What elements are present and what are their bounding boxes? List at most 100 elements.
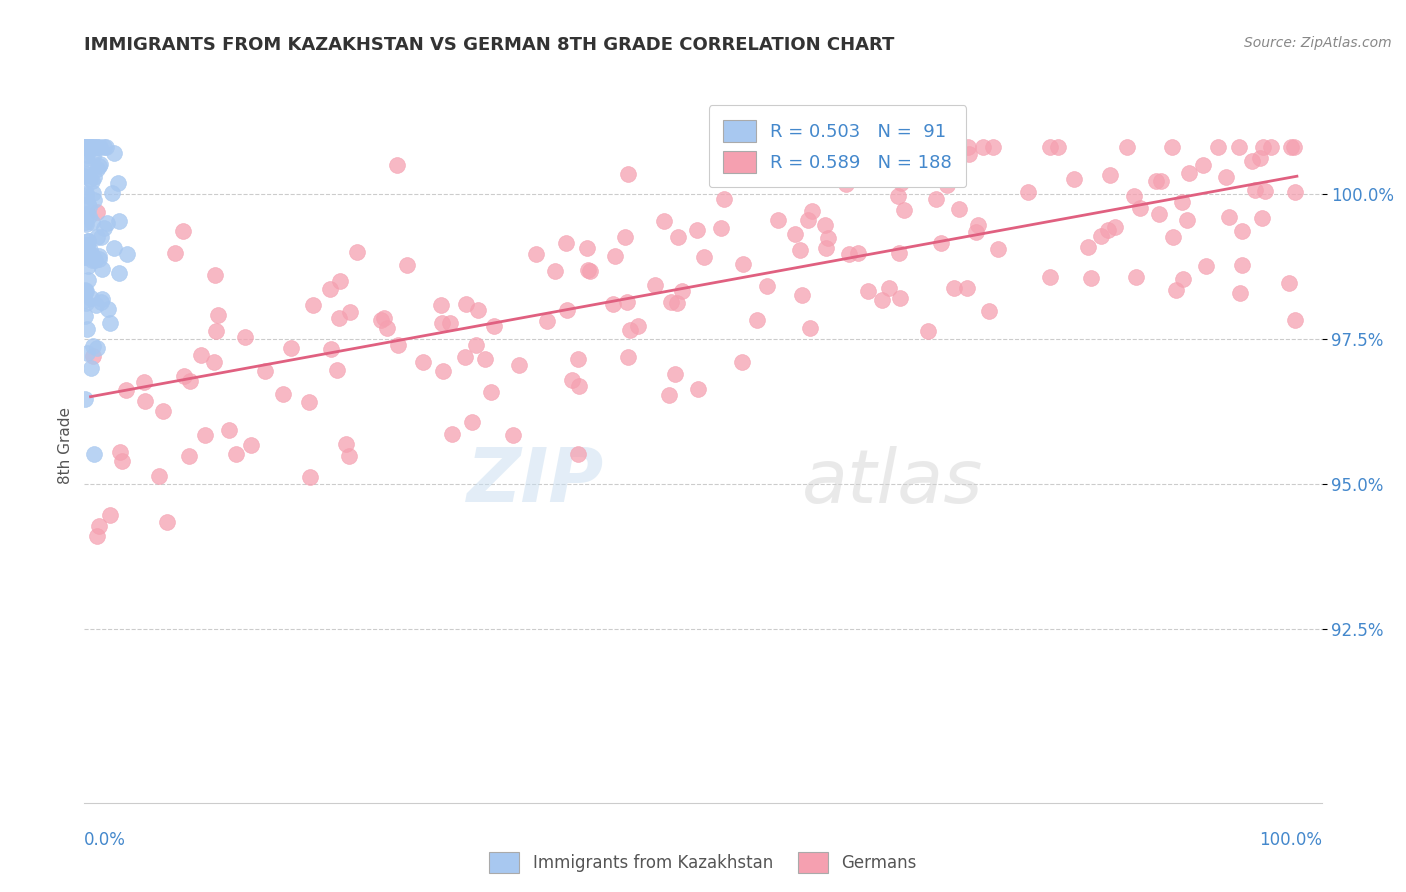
Point [86,161,108,176]
Point [1171,195,1194,210]
Point [76,345,98,359]
Point [98,316,121,330]
Point [86,205,108,219]
Point [77,244,100,258]
Point [461,415,484,429]
Point [440,427,463,442]
Point [1123,189,1146,203]
Point [75,188,97,202]
Point [1039,140,1062,154]
Point [73,241,96,255]
Point [75,392,97,406]
Point [890,177,912,191]
Point [883,154,905,169]
Point [387,338,409,352]
Point [575,241,598,255]
Point [108,214,131,228]
Point [82,140,104,154]
Point [846,246,869,260]
Point [82,186,104,201]
Point [555,235,578,250]
Point [86,140,108,154]
Point [387,158,409,172]
Point [177,449,200,463]
Point [614,229,637,244]
Point [785,227,807,241]
Point [218,424,240,438]
Point [319,282,342,296]
Point [90,230,112,244]
Point [73,169,96,183]
Point [576,263,599,277]
Point [319,343,342,357]
Point [73,140,96,154]
Point [80,361,103,376]
Point [77,140,100,154]
Point [76,259,98,273]
Point [917,324,939,338]
Text: atlas: atlas [801,446,983,517]
Point [789,244,811,258]
Point [86,528,108,542]
Point [755,278,778,293]
Point [79,140,101,154]
Point [395,258,418,272]
Point [536,313,558,327]
Point [456,297,478,311]
Point [82,140,104,154]
Point [877,281,900,295]
Point [1017,185,1039,199]
Point [80,247,103,261]
Point [103,241,125,255]
Point [1279,140,1302,154]
Point [1090,229,1112,244]
Point [101,186,124,200]
Point [77,200,100,214]
Point [766,213,789,227]
Point [75,217,97,231]
Point [987,242,1010,256]
Point [83,169,105,184]
Point [1251,211,1274,225]
Point [148,469,170,483]
Point [373,311,395,326]
Point [328,310,350,325]
Point [1227,140,1250,154]
Point [745,313,768,327]
Point [1047,140,1070,154]
Point [1278,277,1301,291]
Point [82,339,104,353]
Point [83,194,105,208]
Point [659,294,682,309]
Point [77,140,100,154]
Point [658,388,681,402]
Point [165,245,187,260]
Point [103,146,125,161]
Point [107,176,129,190]
Point [134,375,156,389]
Point [713,192,735,206]
Point [96,216,118,230]
Point [84,298,107,312]
Point [76,140,98,154]
Legend: R = 0.503   N =  91, R = 0.589   N = 188: R = 0.503 N = 91, R = 0.589 N = 188 [709,105,966,187]
Point [75,293,97,307]
Point [1063,172,1085,186]
Point [97,301,120,316]
Point [75,295,97,310]
Point [79,243,101,257]
Point [1171,271,1194,285]
Point [339,305,361,319]
Point [77,246,100,260]
Point [90,295,112,310]
Point [801,204,824,219]
Point [796,213,818,227]
Point [76,207,98,221]
Point [1149,207,1171,221]
Point [838,246,860,260]
Point [1146,174,1168,188]
Point [664,367,686,381]
Point [73,309,96,323]
Point [1206,140,1229,154]
Point [326,363,349,377]
